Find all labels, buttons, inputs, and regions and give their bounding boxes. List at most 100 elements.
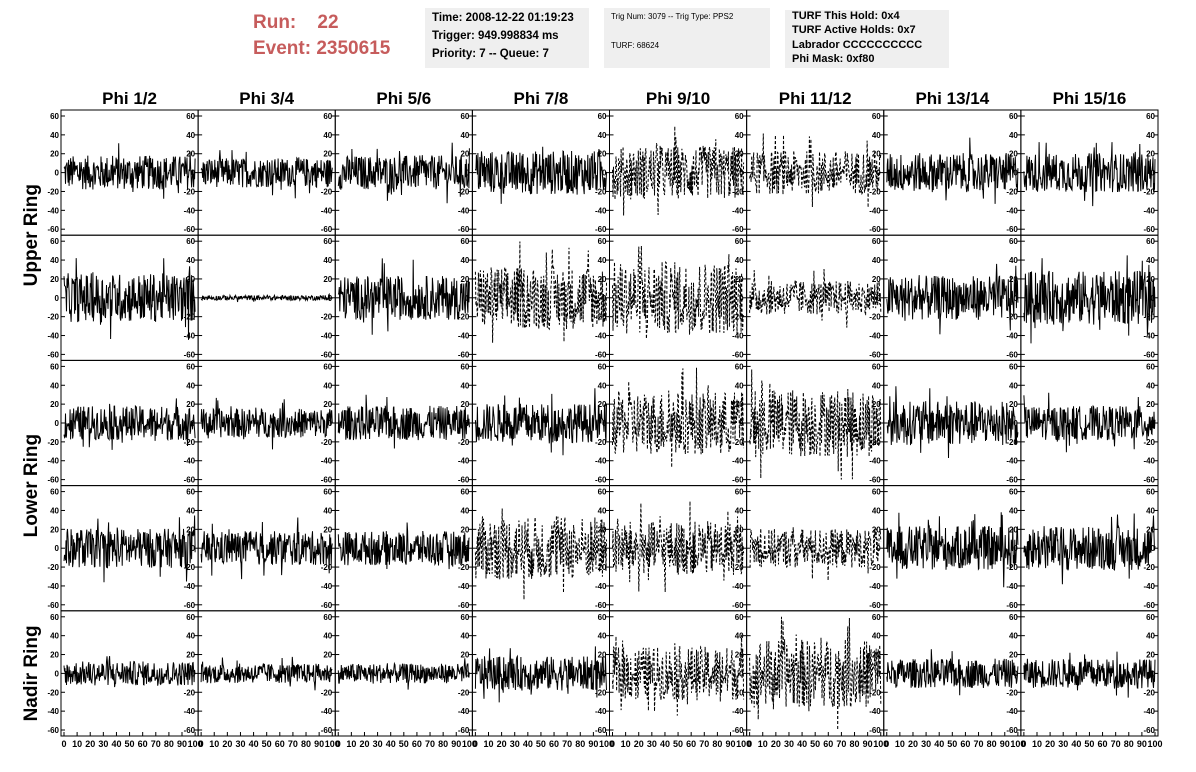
x-tick-label: 50 — [673, 739, 683, 749]
y-tick-label-right: -20 — [1006, 688, 1018, 697]
y-tick-label-right: 60 — [323, 362, 332, 371]
y-tick-label-right: 20 — [460, 400, 469, 409]
x-tick-label: 0 — [610, 739, 615, 749]
waveform-trace-r2-c6 — [749, 268, 882, 328]
x-tick-label: 40 — [386, 739, 396, 749]
y-tick-label-right: 20 — [186, 400, 195, 409]
y-tick-label-right: 20 — [460, 651, 469, 660]
x-tick-label: 30 — [784, 739, 794, 749]
y-tick-label-right: 40 — [460, 256, 469, 265]
y-tick-label-right: -20 — [732, 688, 744, 697]
waveform-trace-r5-c8 — [1023, 651, 1156, 698]
y-tick-label-right: 40 — [186, 256, 195, 265]
y-tick-label-right: 60 — [598, 362, 607, 371]
x-tick-label: 70 — [1111, 739, 1121, 749]
y-tick-label-right: 40 — [598, 506, 607, 515]
waveform-trace-r4-c6 — [749, 527, 882, 581]
y-tick-label-right: 40 — [735, 381, 744, 390]
x-tick-label: 100 — [599, 739, 614, 749]
y-tick-label-right: 60 — [186, 362, 195, 371]
y-tick-label-right: -40 — [1143, 707, 1155, 716]
y-tick-label-right: 60 — [1009, 613, 1018, 622]
y-tick-label-right: 60 — [735, 613, 744, 622]
y-tick-label-right: 20 — [1146, 275, 1155, 284]
y-tick-label-right: 20 — [186, 525, 195, 534]
x-tick-label: 40 — [111, 739, 121, 749]
y-tick-label-right: 40 — [323, 506, 332, 515]
x-tick-label: 50 — [810, 739, 820, 749]
x-tick-label: 100 — [188, 739, 203, 749]
waveform-trace-r4-c1 — [63, 515, 196, 583]
y-tick-label-right: -60 — [595, 476, 607, 485]
y-tick-label-right: -20 — [732, 563, 744, 572]
y-tick-label-right: 60 — [872, 112, 881, 121]
y-tick-label-left: -20 — [47, 187, 59, 196]
y-tick-label-right: -60 — [732, 476, 744, 485]
y-tick-label-right: 40 — [460, 506, 469, 515]
y-tick-label-right: 60 — [598, 112, 607, 121]
x-tick-label: 100 — [1010, 739, 1025, 749]
panel-frame-r4-c6 — [746, 485, 885, 612]
waveform-trace-r4-c3 — [337, 522, 470, 570]
y-tick-label-right: 60 — [1146, 488, 1155, 497]
y-tick-label-left: 20 — [50, 400, 59, 409]
y-tick-label-right: 20 — [1009, 275, 1018, 284]
y-tick-label-right: 40 — [1009, 506, 1018, 515]
x-tick-label: 30 — [235, 739, 245, 749]
y-tick-label-right: -60 — [595, 601, 607, 610]
waveform-trace-r5-c4 — [474, 646, 607, 703]
x-tick-label: 0 — [336, 739, 341, 749]
y-tick-label-right: 60 — [872, 488, 881, 497]
waveform-trace-r5-c1 — [63, 656, 196, 688]
x-tick-label: 60 — [549, 739, 559, 749]
y-tick-label-right: -40 — [184, 457, 196, 466]
turf-this-hold-text: TURF This Hold: 0x4 — [792, 10, 900, 22]
x-tick-label: 100 — [325, 739, 340, 749]
waveform-trace-r2-c7 — [886, 263, 1019, 335]
y-tick-label-right: 20 — [598, 400, 607, 409]
x-tick-label: 0 — [199, 739, 204, 749]
y-tick-label-right: 60 — [323, 488, 332, 497]
y-tick-label-right: -60 — [1143, 476, 1155, 485]
y-tick-label-right: -20 — [595, 187, 607, 196]
x-tick-label: 30 — [1058, 739, 1068, 749]
panel-frame-r5-c8 — [1020, 610, 1159, 737]
y-tick-label-left: -20 — [47, 688, 59, 697]
y-tick-label-right: 60 — [598, 613, 607, 622]
y-tick-label-right: -40 — [869, 332, 881, 341]
column-header-7: Phi 13/14 — [915, 89, 989, 108]
y-tick-label-right: 40 — [460, 381, 469, 390]
y-tick-label-right: -40 — [458, 457, 470, 466]
y-tick-label-right: -60 — [458, 601, 470, 610]
x-tick-label: 80 — [164, 739, 174, 749]
y-tick-label-right: 0 — [191, 544, 196, 553]
x-tick-label: 40 — [934, 739, 944, 749]
y-tick-label-right: 60 — [1146, 613, 1155, 622]
labrador-text: Labrador CCCCCCCCCC — [792, 39, 923, 51]
y-tick-label-right: 40 — [872, 131, 881, 140]
y-tick-label-right: 20 — [735, 651, 744, 660]
y-tick-label-right: 60 — [460, 488, 469, 497]
y-tick-label-left: 40 — [50, 256, 59, 265]
y-tick-label-right: 40 — [735, 632, 744, 641]
x-tick-label: 10 — [72, 739, 82, 749]
y-tick-label-right: 20 — [323, 275, 332, 284]
y-tick-label-right: -20 — [458, 438, 470, 447]
y-tick-label-right: 40 — [1146, 381, 1155, 390]
y-tick-label-right: -40 — [1006, 332, 1018, 341]
x-tick-label: 60 — [138, 739, 148, 749]
x-tick-label: 50 — [125, 739, 135, 749]
x-tick-label: 80 — [1124, 739, 1134, 749]
x-tick-label: 0 — [1021, 739, 1026, 749]
y-tick-label-right: 20 — [186, 651, 195, 660]
waveform-trace-r5-c7 — [886, 649, 1019, 696]
x-tick-label: 70 — [562, 739, 572, 749]
y-tick-label-right: 40 — [735, 256, 744, 265]
y-tick-label-left: -40 — [47, 457, 59, 466]
y-tick-label-right: -40 — [732, 332, 744, 341]
panel-frame-r2-c5 — [609, 234, 748, 361]
y-tick-label-right: -60 — [184, 601, 196, 610]
y-tick-label-right: -20 — [458, 688, 470, 697]
y-tick-label-right: -40 — [458, 206, 470, 215]
